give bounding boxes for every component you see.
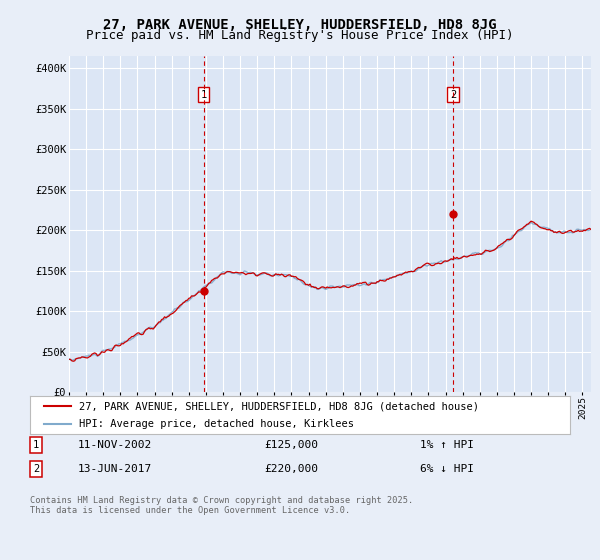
Text: Contains HM Land Registry data © Crown copyright and database right 2025.
This d: Contains HM Land Registry data © Crown c… — [30, 496, 413, 515]
Text: 1: 1 — [200, 90, 207, 100]
Text: 2: 2 — [450, 90, 457, 100]
Text: 13-JUN-2017: 13-JUN-2017 — [78, 464, 152, 474]
Text: HPI: Average price, detached house, Kirklees: HPI: Average price, detached house, Kirk… — [79, 419, 353, 429]
Text: Price paid vs. HM Land Registry's House Price Index (HPI): Price paid vs. HM Land Registry's House … — [86, 29, 514, 42]
Text: 11-NOV-2002: 11-NOV-2002 — [78, 440, 152, 450]
Text: 2: 2 — [33, 464, 39, 474]
Text: 6% ↓ HPI: 6% ↓ HPI — [420, 464, 474, 474]
Text: 27, PARK AVENUE, SHELLEY, HUDDERSFIELD, HD8 8JG: 27, PARK AVENUE, SHELLEY, HUDDERSFIELD, … — [103, 18, 497, 32]
Text: 27, PARK AVENUE, SHELLEY, HUDDERSFIELD, HD8 8JG (detached house): 27, PARK AVENUE, SHELLEY, HUDDERSFIELD, … — [79, 401, 479, 411]
Text: 1: 1 — [33, 440, 39, 450]
Text: £220,000: £220,000 — [264, 464, 318, 474]
Text: £125,000: £125,000 — [264, 440, 318, 450]
Text: 1% ↑ HPI: 1% ↑ HPI — [420, 440, 474, 450]
